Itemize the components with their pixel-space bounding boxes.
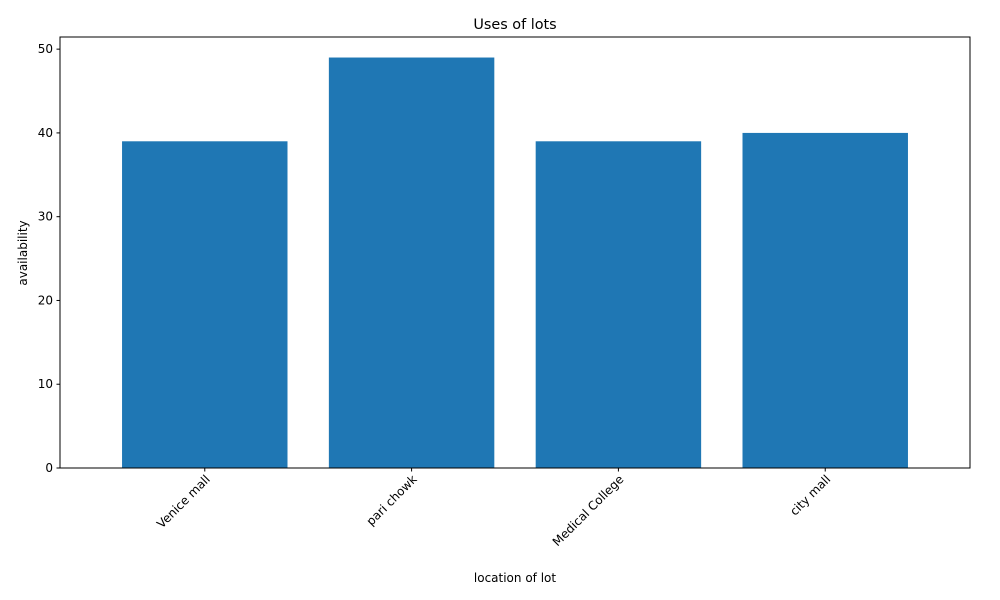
y-tick-label: 30: [38, 210, 53, 224]
y-tick-label: 0: [45, 461, 53, 475]
chart-title: Uses of lots: [473, 17, 556, 33]
x-axis-title: location of lot: [474, 571, 556, 585]
y-tick-label: 40: [38, 126, 53, 140]
y-tick-label: 10: [38, 377, 53, 391]
y-tick-label: 20: [38, 293, 53, 307]
bar-venice-mall: [122, 141, 288, 468]
plot-frame: [59, 36, 971, 469]
y-tick-label: 50: [38, 42, 53, 56]
bar-pari-chowk: [328, 57, 495, 469]
bars-layer: [122, 57, 908, 469]
y-axis-title: availability: [16, 220, 30, 285]
bar-medical-college: [535, 141, 702, 468]
bar-city-mall: [742, 132, 908, 468]
y-axis-ticks: 0 10 20 30 40 50: [38, 42, 60, 475]
